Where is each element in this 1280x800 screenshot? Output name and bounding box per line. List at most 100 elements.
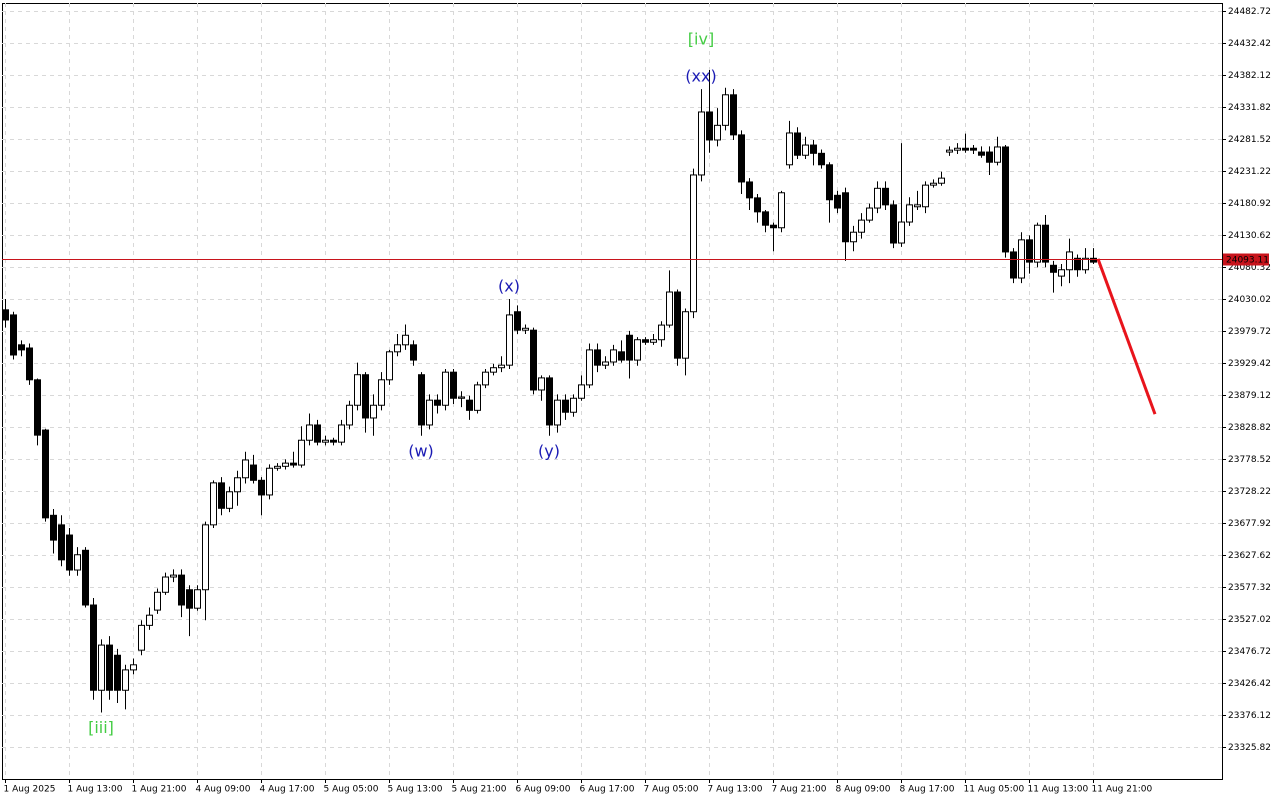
candle-body [1042,224,1049,263]
candle-body [114,654,121,691]
candle-body [442,371,449,406]
y-tick-label: 23527.02 [1228,615,1271,625]
candle-body [170,574,177,578]
candle-body [602,361,609,366]
candle-body [674,291,681,359]
x-tick-label: 5 Aug 05:00 [324,785,379,795]
candle-body [498,364,505,369]
candle-body [210,482,217,526]
candle-body [738,134,745,183]
candle-body [914,204,921,208]
candle-body [98,644,105,691]
candle-body [626,334,633,361]
candle-body [402,334,409,346]
candle-body [18,344,25,351]
candle-body [618,351,625,361]
candle-body [586,349,593,386]
x-tick-label: 5 Aug 13:00 [388,785,443,795]
y-tick-label: 23577.32 [1228,583,1271,593]
candle-body [546,377,553,426]
candle-body [1074,257,1081,271]
wave-label: [iii] [88,718,114,737]
wave-label: [iv] [688,30,714,49]
x-tick-label: 1 Aug 21:00 [132,785,187,795]
y-tick-label: 24231.22 [1228,167,1271,177]
candle-body [194,589,201,609]
candle-body [522,327,529,331]
candle-body [658,324,665,341]
candle-body [770,224,777,229]
candle-body [634,339,641,361]
candle-body [1026,239,1033,263]
candle-body [882,187,889,206]
candle-body [978,151,985,156]
candle-body [506,314,513,366]
x-tick-label: 4 Aug 17:00 [260,785,315,795]
candle-body [314,424,321,443]
candle-body [698,111,705,176]
y-tick-label: 24180.92 [1228,199,1271,209]
candle-body [354,374,361,406]
candle-body [290,462,297,466]
candle-body [66,534,73,571]
price-label: 24093.11 [1226,256,1269,266]
x-tick-label: 8 Aug 17:00 [900,785,955,795]
candle-body [898,221,905,244]
candle-body [890,204,897,244]
x-tick-label: 7 Aug 13:00 [708,785,763,795]
candle-body [562,399,569,413]
candle-body [746,181,753,199]
candle-body [1034,224,1041,263]
candle-body [394,344,401,353]
candle-body [322,439,329,443]
candle-body [226,491,233,509]
candle-body [826,164,833,201]
x-tick-label: 11 Aug 13:00 [1028,785,1089,795]
candle-body [1066,251,1073,271]
candle-body [370,404,377,419]
y-tick-label: 24482.72 [1228,7,1271,17]
candle-body [970,147,977,151]
y-tick-label: 23879.12 [1228,391,1271,401]
candle-body [250,464,257,481]
wave-label: (w) [408,441,434,460]
y-tick-label: 23979.72 [1228,327,1271,337]
x-tick-label: 11 Aug 21:00 [1092,785,1153,795]
candle-body [362,374,369,419]
candle-body [274,465,281,469]
candle-body [762,211,769,226]
x-tick-label: 8 Aug 09:00 [836,785,891,795]
candle-body [754,197,761,213]
x-tick-label: 6 Aug 17:00 [580,785,635,795]
plot-frame [2,3,1223,780]
candle-body [642,339,649,343]
candle-body [842,192,849,243]
candle-body [42,429,49,519]
y-tick-label: 23828.82 [1228,423,1271,433]
x-tick-label: 7 Aug 05:00 [644,785,699,795]
candle-body [474,384,481,411]
candle-body [2,309,9,321]
y-tick-label: 24331.82 [1228,103,1271,113]
x-tick-label: 4 Aug 09:00 [196,785,251,795]
candle-body [378,379,385,406]
candle-body [1010,251,1017,279]
candle-body [1018,239,1025,279]
y-tick-label: 23778.52 [1228,455,1271,465]
candle-body [266,467,273,496]
candle-body [74,554,81,571]
wave-label: (y) [538,441,560,460]
x-tick-label: 5 Aug 21:00 [452,785,507,795]
candle-body [666,291,673,326]
candle-body [954,147,961,151]
candle-body [810,144,817,154]
candle-body [410,344,417,361]
candle-body [802,144,809,156]
candle-body [330,439,337,443]
x-tick-label: 1 Aug 13:00 [68,785,123,795]
candle-body [418,374,425,426]
candle-body [946,149,953,153]
y-tick-label: 24382.12 [1228,71,1271,81]
